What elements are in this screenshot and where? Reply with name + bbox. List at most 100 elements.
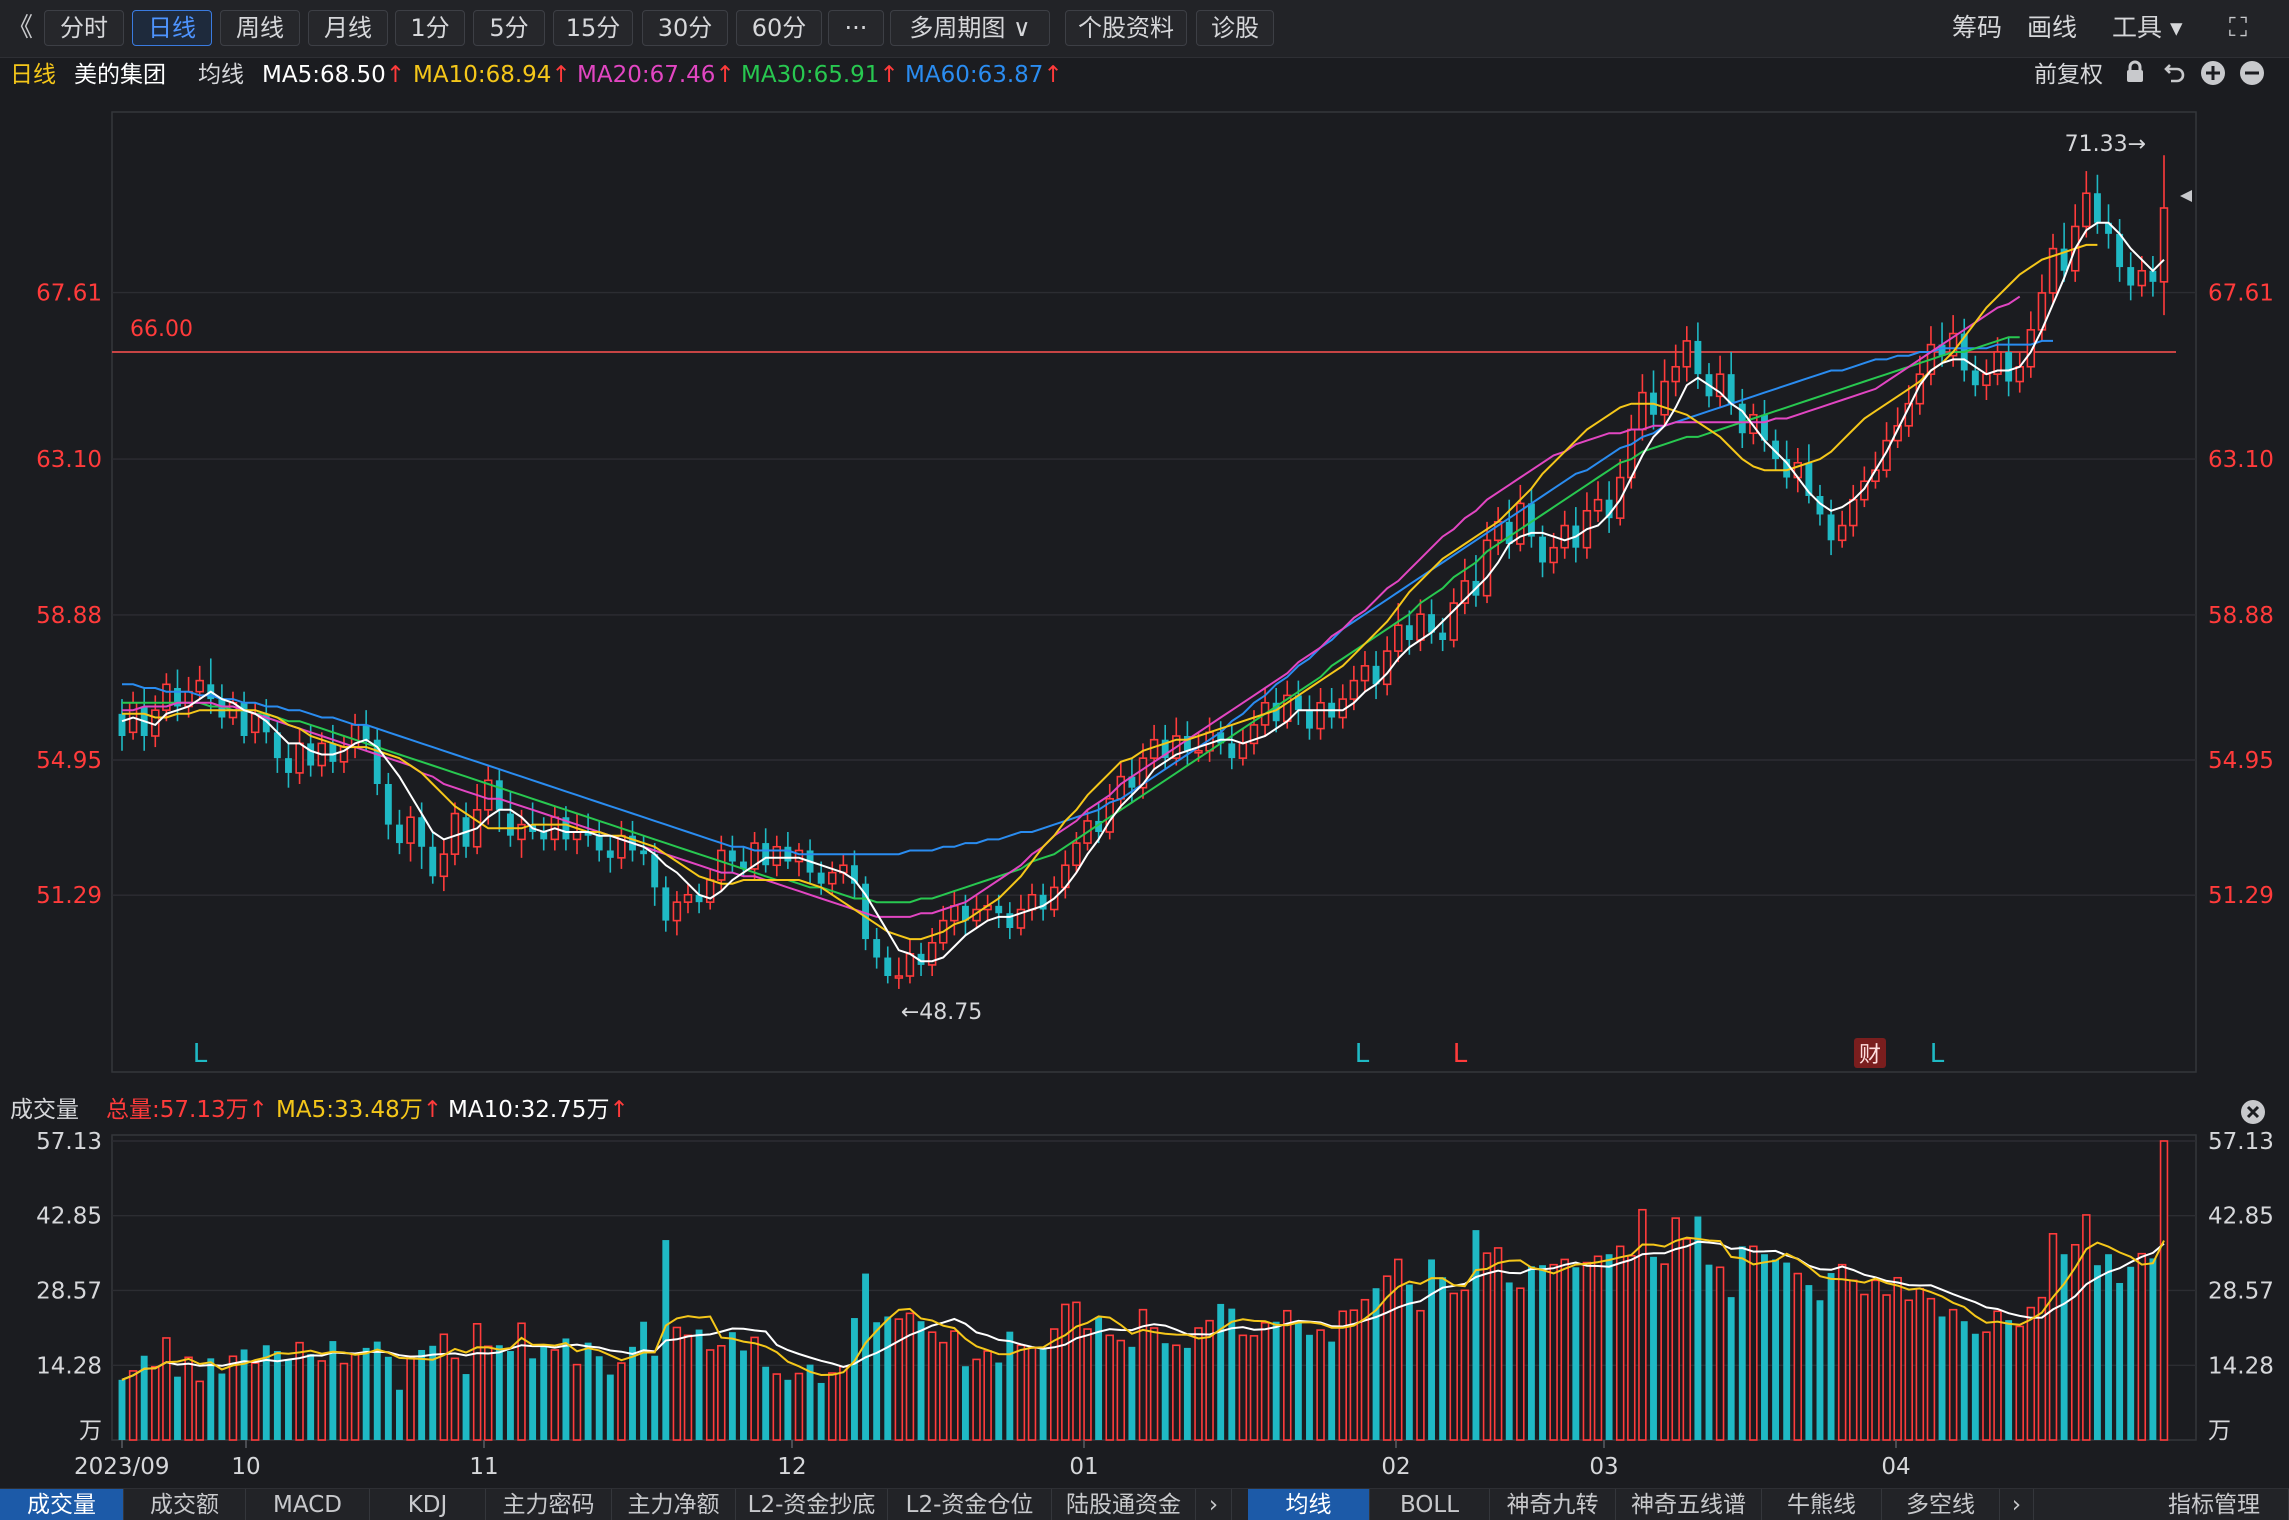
indicator-tab-11[interactable]: BOLL [1370, 1489, 1490, 1520]
period-button-11[interactable]: 个股资料 [1065, 10, 1187, 46]
volume-bar[interactable] [2105, 1254, 2112, 1440]
candle-body[interactable] [1539, 536, 1546, 563]
volume-bar[interactable] [1772, 1259, 1780, 1440]
volume-bar[interactable] [1449, 1292, 1458, 1441]
volume-bar[interactable] [1161, 1343, 1169, 1440]
candle-body[interactable] [1749, 413, 1758, 435]
volume-bar[interactable] [1149, 1327, 1159, 1441]
candle-body[interactable] [506, 813, 514, 836]
period-button-2[interactable]: 周线 [220, 10, 300, 46]
candle-body[interactable] [1394, 624, 1403, 652]
volume-bar[interactable] [1738, 1246, 1746, 1440]
candle-body[interactable] [1316, 701, 1325, 730]
volume-bar[interactable] [1960, 1321, 1968, 1440]
volume-bar[interactable] [1072, 1301, 1081, 1441]
volume-bar[interactable] [1472, 1230, 1480, 1440]
volume-bar[interactable] [1682, 1238, 1692, 1441]
candle-body[interactable] [396, 824, 403, 844]
volume-bar[interactable] [572, 1363, 582, 1441]
candle-body[interactable] [794, 849, 804, 863]
volume-bar[interactable] [1605, 1254, 1613, 1440]
volume-bar[interactable] [983, 1350, 992, 1441]
candle-body[interactable] [1516, 502, 1525, 545]
volume-bar[interactable] [483, 1345, 493, 1441]
candle-body[interactable] [1228, 743, 1236, 759]
volume-bar[interactable] [1016, 1344, 1026, 1441]
volume-bar[interactable] [584, 1342, 592, 1440]
volume-bar[interactable] [174, 1376, 181, 1440]
candle-body[interactable] [362, 724, 370, 740]
candle-body[interactable] [1560, 524, 1569, 549]
candle-body[interactable] [1982, 373, 1991, 387]
candle-body[interactable] [406, 816, 415, 844]
collapse-icon[interactable]: 《 [6, 13, 33, 43]
indicator-tab-6[interactable]: L2-资金抄底 [736, 1489, 888, 1520]
volume-bar[interactable] [1761, 1254, 1768, 1440]
candle-body[interactable] [2005, 352, 2013, 382]
indicator-tab-16[interactable]: › [2000, 1489, 2034, 1520]
candle-body[interactable] [651, 854, 659, 888]
candle-body[interactable] [1948, 332, 1958, 357]
volume-bar[interactable] [1904, 1299, 1913, 1441]
candle-body[interactable] [1837, 524, 1847, 542]
volume-bar[interactable] [195, 1380, 204, 1441]
candle-body[interactable] [262, 713, 270, 733]
volume-bar[interactable] [429, 1345, 437, 1440]
volume-bar[interactable] [1439, 1277, 1447, 1440]
volume-bar[interactable] [695, 1329, 703, 1440]
volume-bar[interactable] [1272, 1321, 1280, 1440]
volume-bar[interactable] [1948, 1308, 1958, 1441]
volume-bar[interactable] [562, 1338, 570, 1440]
candle-body[interactable] [750, 842, 759, 870]
volume-bar[interactable] [384, 1356, 392, 1440]
volume-bar[interactable] [2093, 1265, 2101, 1440]
candle-body[interactable] [817, 872, 825, 884]
candle-body[interactable] [2127, 267, 2135, 286]
undo-icon[interactable] [2160, 60, 2190, 90]
volume-bar[interactable] [950, 1330, 959, 1441]
volume-bar[interactable] [1194, 1327, 1203, 1441]
volume-bar[interactable] [2149, 1258, 2157, 1440]
candle-body[interactable] [894, 975, 904, 979]
volume-bar[interactable] [2159, 1140, 2169, 1441]
volume-bar[interactable] [1405, 1284, 1413, 1440]
candle-body[interactable] [1938, 344, 1946, 356]
candle-body[interactable] [1128, 776, 1136, 788]
volume-bar[interactable] [1116, 1339, 1126, 1441]
candle-body[interactable] [1783, 459, 1791, 478]
candle-body[interactable] [2015, 365, 2024, 383]
volume-bar[interactable] [938, 1341, 948, 1441]
volume-bar[interactable] [1105, 1334, 1114, 1441]
candle-body[interactable] [1449, 602, 1458, 641]
volume-bar[interactable] [439, 1333, 449, 1441]
volume-bar[interactable] [683, 1334, 693, 1441]
candle-body[interactable] [2082, 192, 2091, 228]
lock-icon[interactable] [2120, 60, 2150, 90]
candle-body[interactable] [606, 850, 614, 858]
candle-body[interactable] [1805, 462, 1813, 496]
volume-bar[interactable] [1926, 1297, 1936, 1441]
volume-bar[interactable] [273, 1351, 281, 1440]
volume-bar[interactable] [806, 1364, 814, 1440]
volume-bar[interactable] [396, 1389, 403, 1440]
volume-bar[interactable] [828, 1372, 837, 1441]
candle-body[interactable] [517, 823, 526, 841]
volume-bar[interactable] [2060, 1254, 2068, 1440]
volume-bar[interactable] [1993, 1310, 2002, 1441]
indicator-tab-5[interactable]: 主力净额 [612, 1489, 736, 1520]
volume-bar[interactable] [228, 1355, 238, 1441]
volume-bar[interactable] [1827, 1273, 1835, 1440]
volume-bar[interactable] [1294, 1321, 1302, 1440]
volume-bar[interactable] [2005, 1320, 2013, 1440]
volume-bar[interactable] [339, 1362, 349, 1441]
candle-body[interactable] [784, 846, 792, 862]
volume-bar[interactable] [540, 1345, 548, 1440]
candle-body[interactable] [1882, 439, 1891, 471]
candle-body[interactable] [728, 850, 736, 862]
volume-bar[interactable] [595, 1356, 603, 1440]
candle-body[interactable] [1727, 374, 1735, 404]
candle-body[interactable] [1217, 732, 1225, 744]
volume-bar[interactable] [728, 1332, 736, 1440]
volume-bar[interactable] [1650, 1256, 1657, 1440]
candle-body[interactable] [695, 894, 703, 903]
